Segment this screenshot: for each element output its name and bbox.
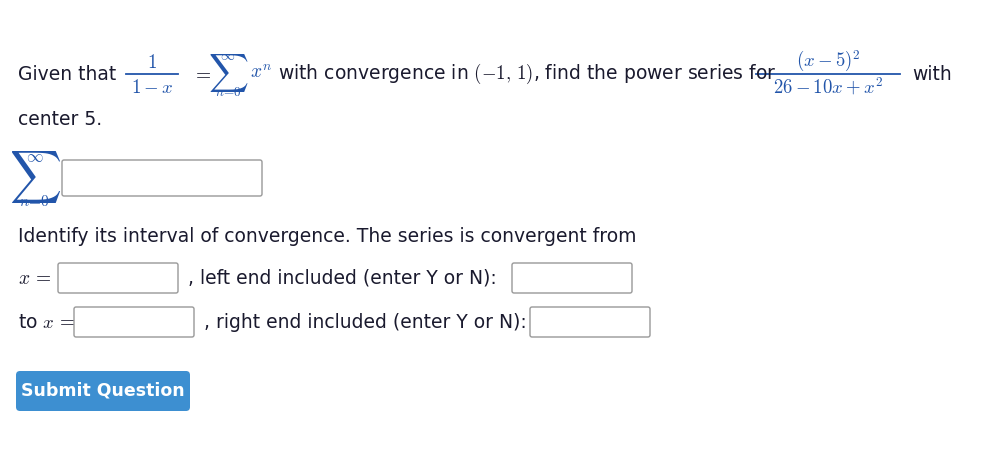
- Text: with: with: [912, 64, 952, 83]
- Text: $=$: $=$: [192, 64, 212, 83]
- Text: Submit Question: Submit Question: [21, 382, 185, 400]
- Text: $1-x$: $1-x$: [131, 78, 174, 97]
- Text: $x^n$: $x^n$: [250, 63, 272, 82]
- Text: $\sum$: $\sum$: [208, 52, 249, 94]
- Text: $1$: $1$: [147, 53, 157, 72]
- Text: , left end included (enter Y or N):: , left end included (enter Y or N):: [188, 268, 497, 288]
- FancyBboxPatch shape: [530, 307, 650, 337]
- Text: Identify its interval of convergence. The series is convergent from: Identify its interval of convergence. Th…: [18, 227, 637, 246]
- FancyBboxPatch shape: [62, 160, 262, 196]
- Text: with convergence in $(-1,\,1)$, find the power series for: with convergence in $(-1,\,1)$, find the…: [278, 62, 776, 86]
- Text: $x\, =$: $x\, =$: [18, 268, 51, 288]
- FancyBboxPatch shape: [16, 371, 190, 411]
- Text: $\infty$: $\infty$: [221, 49, 236, 63]
- Text: center 5.: center 5.: [18, 109, 102, 128]
- Text: $n\!=\!0$: $n\!=\!0$: [215, 85, 242, 99]
- FancyBboxPatch shape: [58, 263, 178, 293]
- Text: $26-10x+x^2$: $26-10x+x^2$: [772, 76, 883, 98]
- Text: , right end included (enter Y or N):: , right end included (enter Y or N):: [204, 312, 527, 331]
- FancyBboxPatch shape: [74, 307, 194, 337]
- Text: $(x-5)^2$: $(x-5)^2$: [795, 48, 860, 73]
- Text: $\sum$: $\sum$: [9, 149, 61, 205]
- Text: $\infty$: $\infty$: [26, 148, 44, 166]
- Text: to $x\, =$: to $x\, =$: [18, 312, 75, 331]
- FancyBboxPatch shape: [512, 263, 632, 293]
- Text: $n\!=\!0$: $n\!=\!0$: [20, 193, 51, 209]
- Text: Given that: Given that: [18, 64, 116, 83]
